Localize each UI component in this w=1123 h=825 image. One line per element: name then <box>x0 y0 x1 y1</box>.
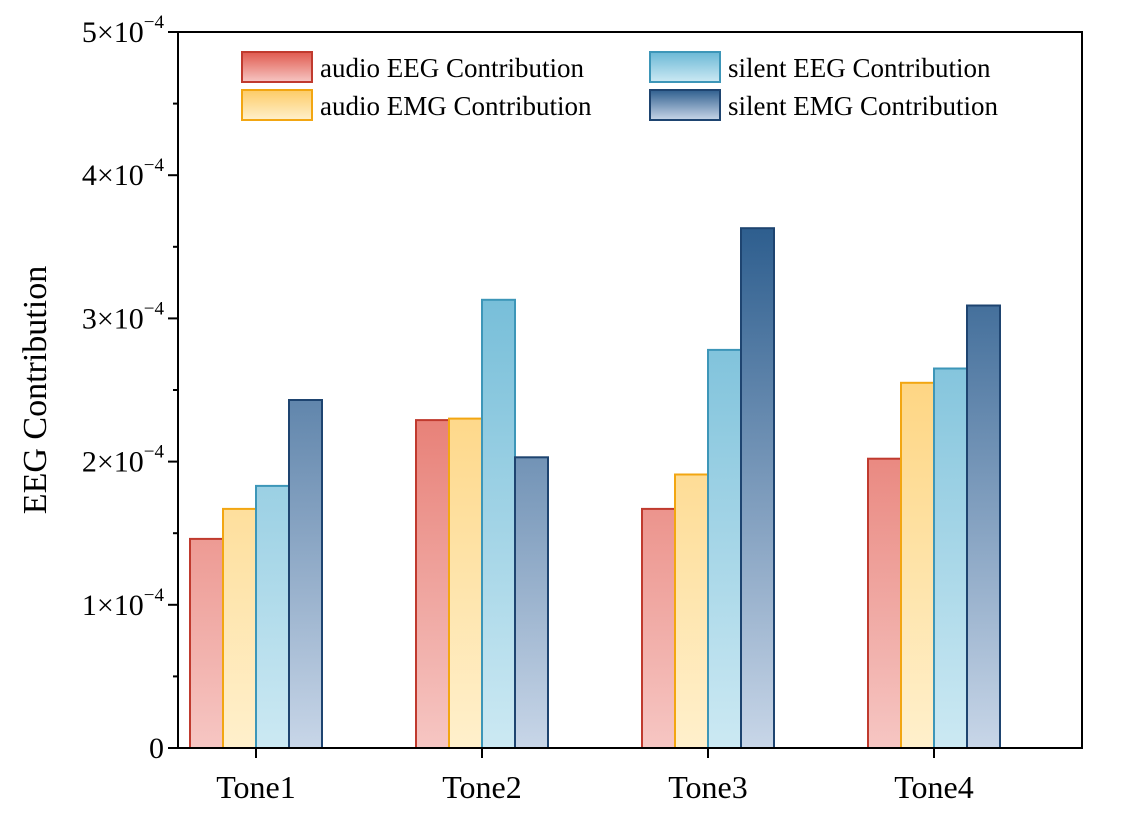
y-tick-mantissa: 3×10 <box>82 302 144 335</box>
y-tick-exponent: −4 <box>144 155 165 176</box>
bar-silent-emg-tone2 <box>514 456 549 749</box>
bar-silent-eeg-tone1 <box>255 484 290 749</box>
bars <box>189 227 1001 750</box>
y-tick-label: 2×10−4 <box>82 442 165 479</box>
y-tick-mantissa: 0 <box>149 732 164 765</box>
legend-swatch-audio-eeg <box>241 51 313 83</box>
bar-silent-emg-tone3 <box>740 227 775 749</box>
bar-audio-emg-tone4 <box>900 381 935 749</box>
y-tick-mantissa: 4×10 <box>82 159 144 192</box>
bar-audio-emg-tone2 <box>448 417 483 749</box>
legend-label-audio-eeg: audio EEG Contribution <box>320 53 584 83</box>
y-tick-exponent: −4 <box>144 585 165 606</box>
bar-audio-eeg-tone1 <box>189 537 224 750</box>
legend-label-silent-eeg: silent EEG Contribution <box>728 53 991 83</box>
y-tick-mantissa: 2×10 <box>82 446 144 479</box>
y-tick-mantissa: 1×10 <box>82 589 144 622</box>
bar-audio-eeg-tone3 <box>641 507 676 749</box>
x-tick-label-tone3: Tone3 <box>668 769 748 805</box>
legend-label-silent-emg: silent EMG Contribution <box>728 91 999 121</box>
y-tick-mantissa: 5×10 <box>82 16 144 49</box>
legend-item-audio-eeg: audio EEG Contribution <box>241 51 584 83</box>
y-tick-label: 5×10−4 <box>82 12 165 49</box>
y-tick-label: 0 <box>149 732 164 765</box>
bar-silent-eeg-tone3 <box>707 348 742 749</box>
legend-item-audio-emg: audio EMG Contribution <box>241 89 592 121</box>
legend-label-audio-emg: audio EMG Contribution <box>320 91 592 121</box>
bar-silent-eeg-tone4 <box>933 367 968 749</box>
bar-silent-emg-tone1 <box>288 399 323 749</box>
legend-swatch-audio-emg <box>241 89 313 121</box>
legend-swatch-silent-eeg <box>649 51 721 83</box>
x-tick-label-tone2: Tone2 <box>442 769 522 805</box>
y-tick-label: 4×10−4 <box>82 155 165 192</box>
legend-item-silent-eeg: silent EEG Contribution <box>649 51 991 83</box>
y-tick-exponent: −4 <box>144 12 165 33</box>
legend: audio EEG Contribution audio EMG Contribu… <box>241 51 999 121</box>
legend-item-silent-emg: silent EMG Contribution <box>649 89 999 121</box>
bar-silent-eeg-tone2 <box>481 298 516 749</box>
y-tick-exponent: −4 <box>144 298 165 319</box>
bar-audio-eeg-tone4 <box>867 457 902 749</box>
bar-audio-emg-tone3 <box>674 473 709 749</box>
x-tick-label-tone1: Tone1 <box>216 769 296 805</box>
legend-swatch-silent-emg <box>649 89 721 121</box>
bar-audio-emg-tone1 <box>222 507 257 749</box>
x-tick-label-tone4: Tone4 <box>894 769 974 805</box>
y-tick-label: 1×10−4 <box>82 585 165 622</box>
bar-audio-eeg-tone2 <box>415 419 450 749</box>
y-tick-exponent: −4 <box>144 442 165 463</box>
y-axis-title: EEG Contribution <box>17 266 54 514</box>
y-tick-label: 3×10−4 <box>82 298 165 335</box>
bar-silent-emg-tone4 <box>966 304 1001 749</box>
